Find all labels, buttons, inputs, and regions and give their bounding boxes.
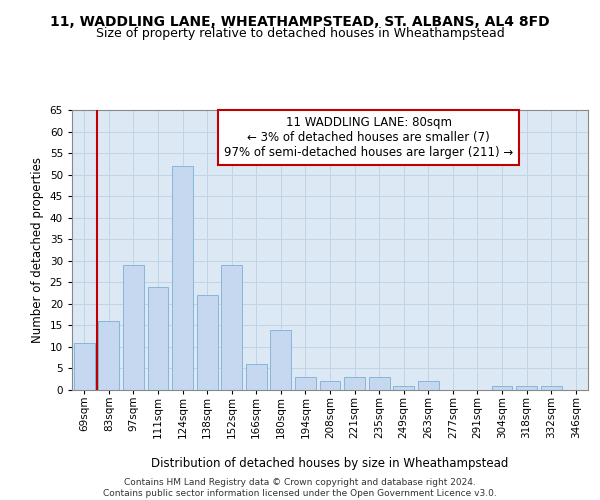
Bar — [491, 386, 512, 390]
Bar — [344, 377, 365, 390]
Bar — [123, 265, 144, 390]
Bar — [271, 330, 292, 390]
Bar — [393, 386, 414, 390]
Text: 11 WADDLING LANE: 80sqm
← 3% of detached houses are smaller (7)
97% of semi-deta: 11 WADDLING LANE: 80sqm ← 3% of detached… — [224, 116, 514, 158]
Bar — [368, 377, 389, 390]
Bar — [541, 386, 562, 390]
Bar — [516, 386, 537, 390]
Bar — [98, 321, 119, 390]
Bar — [221, 265, 242, 390]
Text: Distribution of detached houses by size in Wheathampstead: Distribution of detached houses by size … — [151, 458, 509, 470]
Text: 11, WADDLING LANE, WHEATHAMPSTEAD, ST. ALBANS, AL4 8FD: 11, WADDLING LANE, WHEATHAMPSTEAD, ST. A… — [50, 15, 550, 29]
Text: Contains HM Land Registry data © Crown copyright and database right 2024.
Contai: Contains HM Land Registry data © Crown c… — [103, 478, 497, 498]
Bar — [295, 377, 316, 390]
Bar — [246, 364, 267, 390]
Text: Size of property relative to detached houses in Wheathampstead: Size of property relative to detached ho… — [95, 28, 505, 40]
Bar — [148, 286, 169, 390]
Bar — [172, 166, 193, 390]
Bar — [197, 295, 218, 390]
Y-axis label: Number of detached properties: Number of detached properties — [31, 157, 44, 343]
Bar — [74, 342, 95, 390]
Bar — [418, 382, 439, 390]
Bar — [320, 382, 340, 390]
